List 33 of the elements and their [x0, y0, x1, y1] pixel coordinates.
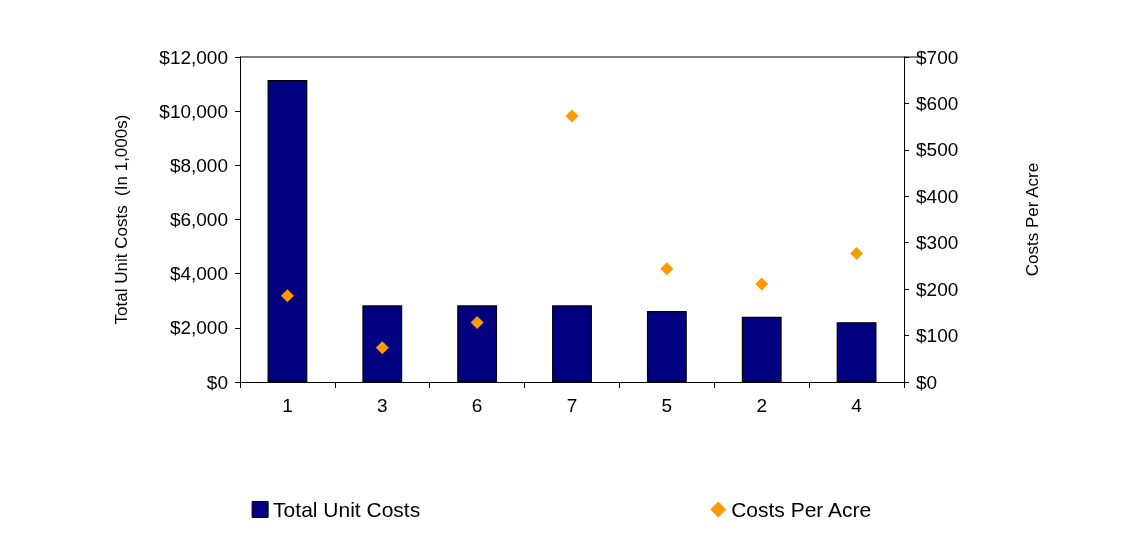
point [280, 289, 294, 303]
y-tick-label: $4,000 [169, 263, 228, 285]
x-tick-label: 7 [566, 395, 578, 416]
y2-tick-label: $600 [916, 92, 959, 114]
point [470, 316, 484, 330]
x-tick-label: 2 [756, 395, 767, 416]
x-tick-label: 5 [661, 395, 673, 416]
point [375, 341, 389, 355]
y2-axis-title: Costs Per Acre [1023, 162, 1042, 277]
y2-tick-label: $200 [916, 278, 959, 300]
point [660, 262, 674, 276]
legend-label: Costs Per Acre [731, 498, 872, 521]
y2-tick-label: $700 [916, 46, 959, 68]
x-tick-label: 3 [377, 395, 388, 416]
y-tick-label: $8,000 [169, 154, 228, 176]
x-tick-label: 1 [282, 395, 293, 416]
y-tick-label: $0 [206, 371, 228, 393]
point [565, 109, 579, 123]
y-axis-title: Total Unit Costs (In 1,000s) [112, 114, 131, 325]
legend-label: Total Unit Costs [273, 498, 421, 521]
y2-tick-label: $400 [916, 185, 959, 207]
y-tick-label: $12,000 [159, 46, 228, 68]
y2-tick-label: $300 [916, 232, 959, 254]
y-tick-label: $10,000 [159, 100, 228, 122]
point [755, 277, 769, 291]
y2-tick-label: $0 [916, 371, 938, 393]
y2-tick-label: $500 [916, 139, 959, 161]
x-tick-label: 4 [851, 395, 863, 416]
point [850, 246, 864, 260]
y2-tick-label: $100 [916, 325, 959, 347]
x-tick-label: 6 [471, 395, 483, 416]
y-tick-label: $2,000 [169, 317, 228, 339]
y-tick-label: $6,000 [169, 209, 228, 230]
